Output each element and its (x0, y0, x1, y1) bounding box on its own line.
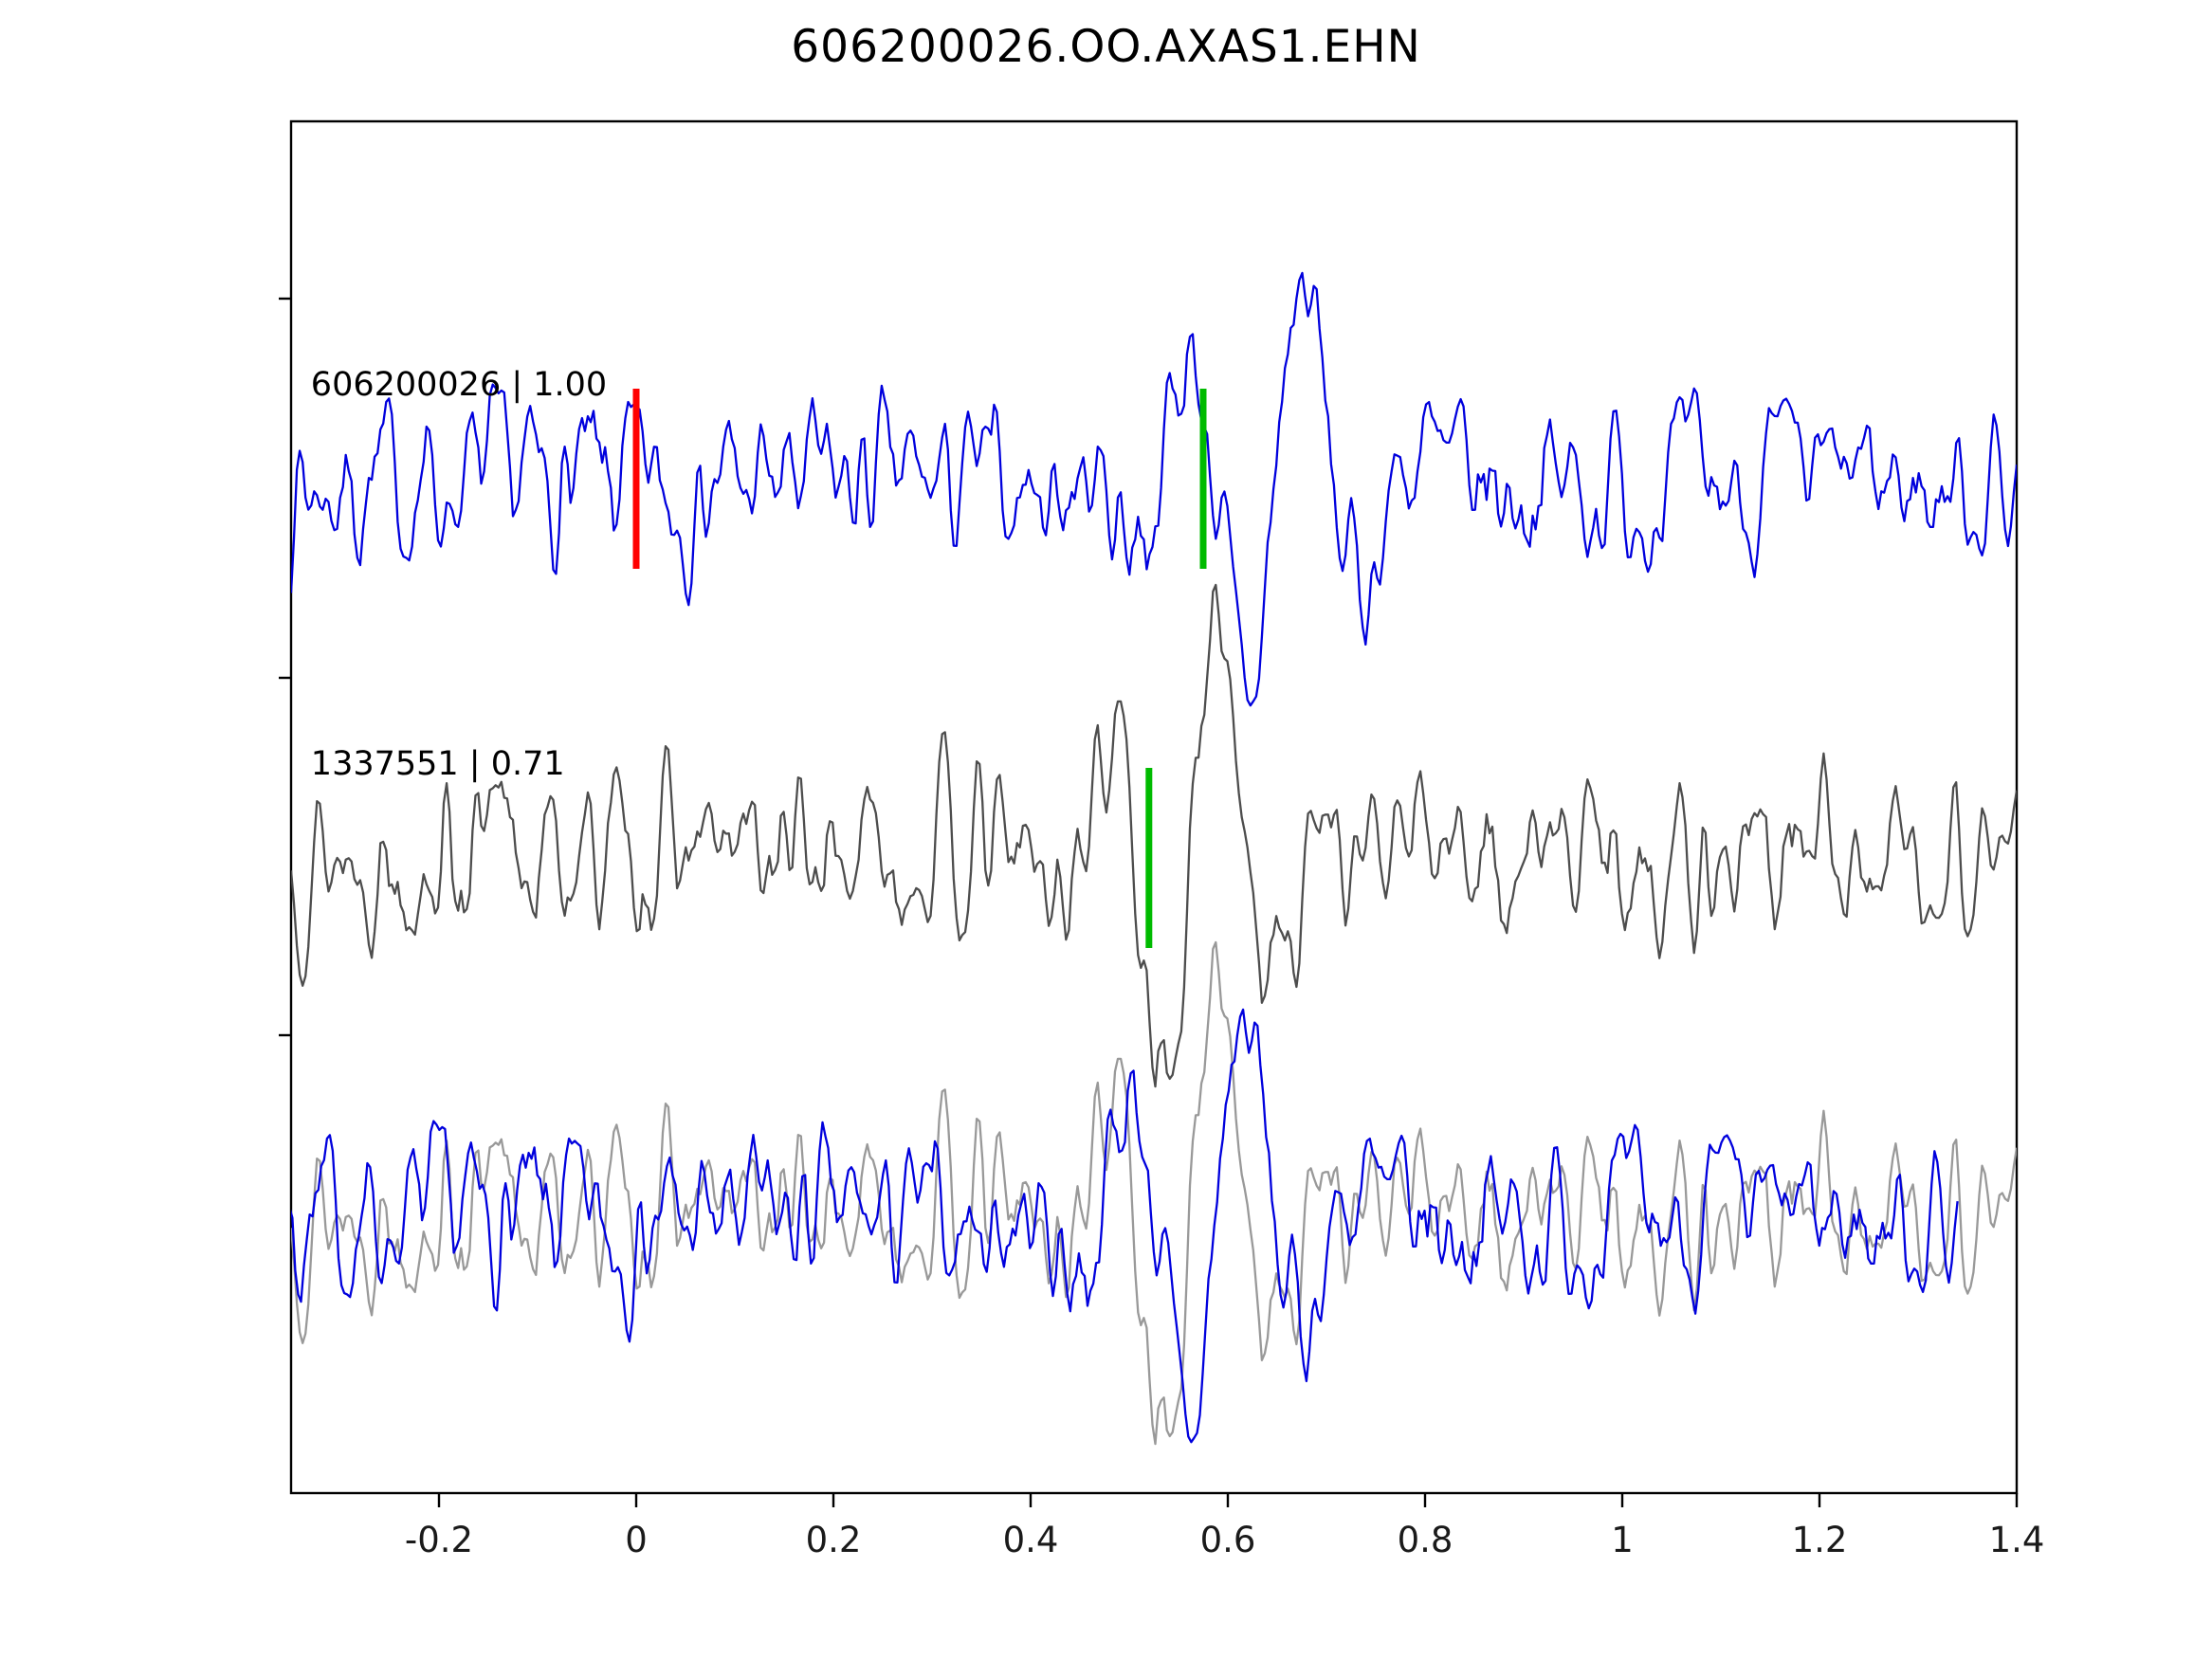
x-tick-label: 0 (625, 1520, 648, 1560)
waveform-trace-606200026-overlay (291, 1008, 1959, 1444)
trace-label-606200026: 606200026 | 1.00 (311, 366, 607, 404)
waveform-trace-1337551-detection (291, 583, 2017, 1088)
x-tick-label: 0.8 (1398, 1520, 1453, 1560)
template-origin-pick-marker (632, 389, 640, 569)
x-tick-label: 1.4 (1989, 1520, 2045, 1560)
waveform-trace-606200026-template (291, 271, 2017, 707)
x-tick-label: 0.4 (1003, 1520, 1059, 1560)
waveform-trace-1337551-overlay (291, 940, 2017, 1446)
trace-label-1337551: 1337551 | 0.71 (311, 745, 565, 783)
x-tick-label: 1.2 (1792, 1520, 1848, 1560)
template-phase-pick-marker (1199, 389, 1207, 569)
x-tick-label: -0.2 (405, 1520, 473, 1560)
x-tick-label: 1 (1611, 1520, 1634, 1560)
x-tick-label: 0.2 (806, 1520, 862, 1560)
plot-frame (289, 119, 2019, 1495)
x-tick-label: 0.6 (1200, 1520, 1256, 1560)
detection-phase-pick-marker (1145, 768, 1153, 948)
chart-title: 606200026.OO.AXAS1.EHN (791, 21, 1421, 73)
